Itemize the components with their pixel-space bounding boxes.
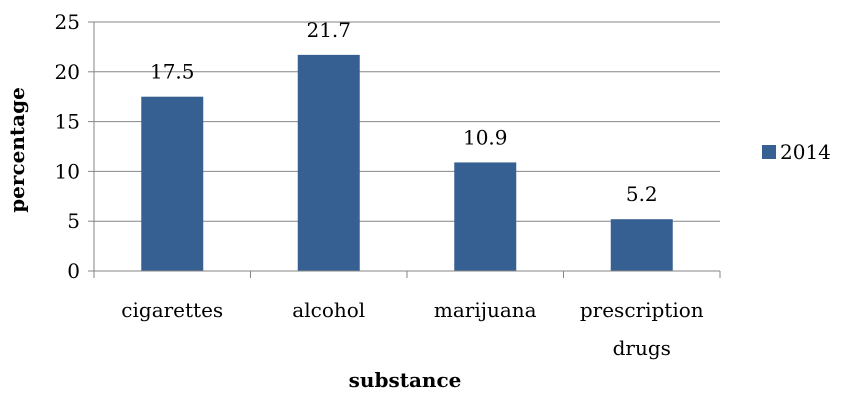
axes [88,21,721,278]
data-label: 17.5 [150,60,195,84]
x-category-label: prescription [580,298,704,322]
x-category-label: marijuana [434,298,537,322]
legend-swatch-2014 [762,145,776,159]
bar-marijuana [454,162,517,271]
y-tick-label: 20 [55,60,80,84]
x-category-labels: cigarettes alcohol marijuana prescription dr… [121,298,703,360]
y-tick-label: 15 [55,110,80,134]
x-category-label: drugs [613,336,671,360]
x-axis-title: substance [349,368,462,392]
y-tick-label: 25 [55,10,80,34]
y-tick-label: 0 [67,259,80,283]
data-label: 10.9 [463,125,508,149]
x-category-label: cigarettes [121,298,223,322]
x-category-label: alcohol [292,298,365,322]
bars [141,54,673,272]
bar-cigarettes [141,96,204,271]
y-axis-title: percentage [5,87,29,213]
bar-alcohol [297,54,360,272]
data-labels: 17.5 21.7 10.9 5.2 [150,18,658,206]
bar-prescription-drugs [610,219,673,271]
legend-label-2014: 2014 [780,140,831,164]
y-tick-labels: 0 5 10 15 20 25 [55,10,80,283]
data-label: 21.7 [306,18,351,42]
legend: 2014 [762,140,831,164]
y-tick-label: 10 [55,159,80,183]
data-label: 5.2 [626,182,658,206]
y-tick-label: 5 [67,209,80,233]
